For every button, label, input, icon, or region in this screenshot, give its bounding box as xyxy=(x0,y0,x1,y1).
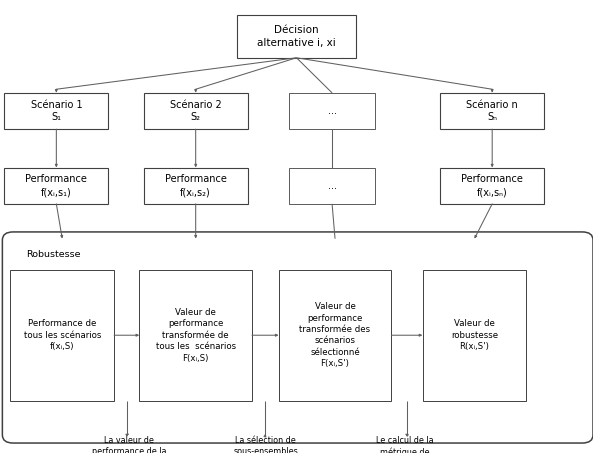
Text: Scénario 1
S₁: Scénario 1 S₁ xyxy=(30,100,82,122)
FancyBboxPatch shape xyxy=(279,270,391,401)
Text: Scénario 2
S₂: Scénario 2 S₂ xyxy=(170,100,222,122)
Text: ...: ... xyxy=(327,106,337,116)
Text: La valeur de
performance de la
transformation
(Trans1): La valeur de performance de la transform… xyxy=(92,436,167,453)
Text: Valeur de
performance
transformée des
scénarios
sélectionné
F(xᵢ,S'): Valeur de performance transformée des sc… xyxy=(299,302,371,368)
FancyBboxPatch shape xyxy=(144,168,248,204)
Text: Valeur de
performance
transformée de
tous les  scénarios
F(xᵢ,S): Valeur de performance transformée de tou… xyxy=(155,308,236,362)
FancyBboxPatch shape xyxy=(2,232,593,443)
FancyBboxPatch shape xyxy=(440,168,544,204)
Text: Performance
f(xᵢ,s₂): Performance f(xᵢ,s₂) xyxy=(165,174,227,197)
Text: Robustesse: Robustesse xyxy=(26,250,81,259)
FancyBboxPatch shape xyxy=(5,168,108,204)
FancyBboxPatch shape xyxy=(422,270,527,401)
Text: Valeur de
robustesse
R(xᵢ,S'): Valeur de robustesse R(xᵢ,S') xyxy=(451,319,498,351)
Text: Performance
f(xᵢ,sₙ): Performance f(xᵢ,sₙ) xyxy=(461,174,523,197)
Text: Performance
f(xᵢ,s₁): Performance f(xᵢ,s₁) xyxy=(25,174,87,197)
Text: Performance de
tous les scénarios
f(xᵢ,S): Performance de tous les scénarios f(xᵢ,S… xyxy=(24,319,101,351)
Text: Décision
alternative i, xi: Décision alternative i, xi xyxy=(257,25,336,48)
Text: ...: ... xyxy=(327,181,337,191)
FancyBboxPatch shape xyxy=(289,168,375,204)
FancyBboxPatch shape xyxy=(144,93,248,129)
FancyBboxPatch shape xyxy=(5,93,108,129)
FancyBboxPatch shape xyxy=(237,14,356,58)
Text: Scénario n
Sₙ: Scénario n Sₙ xyxy=(466,100,518,122)
Text: La sélection de
sous-ensembles
de scénarios
(Trans2): La sélection de sous-ensembles de scénar… xyxy=(233,436,298,453)
FancyBboxPatch shape xyxy=(139,270,252,401)
FancyBboxPatch shape xyxy=(11,270,114,401)
Text: Le calcul de la
métrique de
robustesse
(Trans3): Le calcul de la métrique de robustesse (… xyxy=(376,436,434,453)
FancyBboxPatch shape xyxy=(289,93,375,129)
FancyBboxPatch shape xyxy=(440,93,544,129)
